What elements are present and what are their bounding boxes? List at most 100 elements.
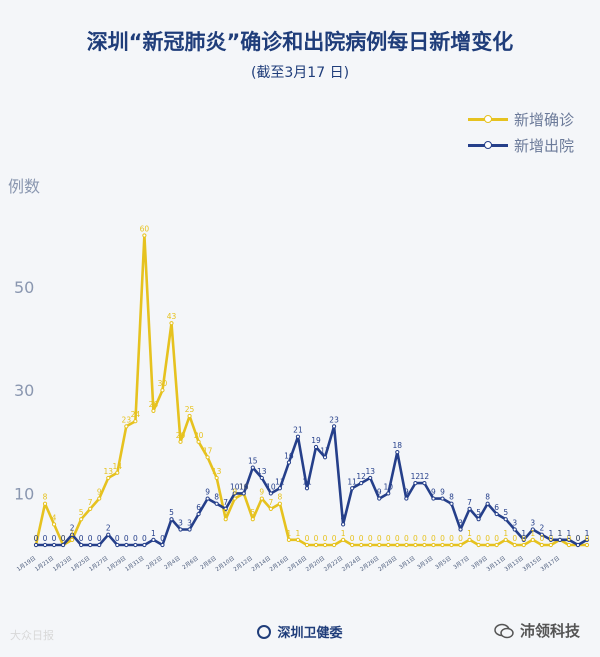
series-1-data-label: 7 <box>223 498 228 507</box>
series-1-data-label: 0 <box>79 534 84 543</box>
series-0-data-label: 43 <box>167 312 177 321</box>
series-0-data-label: 0 <box>431 534 436 543</box>
series-0-point <box>70 537 75 542</box>
series-1-data-label: 4 <box>341 513 346 522</box>
series-1-point <box>160 542 165 548</box>
series-0-data-label: 17 <box>203 446 213 455</box>
series-1-data-label: 6 <box>196 503 201 512</box>
series-1-data-label: 10 <box>230 482 240 491</box>
series-1-point <box>557 537 563 542</box>
series-1-data-label: 15 <box>248 457 258 466</box>
series-0-data-label: 0 <box>539 534 544 543</box>
series-1-point <box>449 501 454 506</box>
series-0-point <box>115 470 120 475</box>
data-labels: 0840157913142324602630432025201713591059… <box>34 224 590 543</box>
series-0-data-label: 0 <box>34 534 39 543</box>
series-1-data-label: 6 <box>494 503 499 512</box>
series-0-point <box>187 413 192 419</box>
x-tick-label: 1月21日 <box>34 555 56 573</box>
series-1-point <box>422 480 427 486</box>
series-1-point <box>277 486 282 491</box>
series-0-data-label: 13 <box>212 467 222 476</box>
series-1-data-label: 11 <box>275 477 285 486</box>
x-tick-label: 2月14日 <box>250 555 272 573</box>
series-1-data-label: 3 <box>458 519 463 528</box>
series-1-data-label: 21 <box>293 426 303 435</box>
series-1-data-label: 19 <box>311 436 321 445</box>
series-1-data-label: 12 <box>420 472 430 481</box>
series-0-point <box>313 542 319 548</box>
series-0-data-label: 0 <box>548 534 553 543</box>
series-0-data-label: 1 <box>70 529 75 538</box>
series-0-data-label: 0 <box>359 534 364 543</box>
series-1-data-label: 8 <box>485 493 490 502</box>
series-1-point <box>386 491 391 496</box>
series-1-point <box>431 496 436 501</box>
series-0-data-label: 0 <box>395 534 400 543</box>
series-0-data-label: 0 <box>386 534 391 543</box>
x-tick-label: 2月18日 <box>287 555 309 573</box>
series-1-data-label: 0 <box>142 534 147 543</box>
series-0-point <box>51 522 57 527</box>
series-1-point <box>115 542 120 548</box>
x-tick-label: 2月28日 <box>377 555 399 573</box>
series-1-data-label: 0 <box>34 534 39 543</box>
series-0-data-label: 26 <box>149 400 159 409</box>
x-tick-label: 1月29日 <box>106 555 128 573</box>
legend-item-confirmed: 新增确诊 <box>468 106 574 132</box>
series-1-data-label: 9 <box>377 488 382 497</box>
series-0-data-label: 1 <box>467 529 472 538</box>
series-0-data-label: 0 <box>585 534 590 543</box>
series-0-point <box>250 517 255 522</box>
series-0-point <box>223 517 228 522</box>
wechat-icon <box>494 623 514 638</box>
series-0-point <box>295 537 301 542</box>
series-1-point <box>458 527 463 532</box>
series-1-point <box>485 501 490 506</box>
series-line-0 <box>34 234 587 547</box>
series-1-data-label: 18 <box>393 441 403 450</box>
series-0-point <box>286 537 292 542</box>
series-1-data-label: 17 <box>320 446 330 455</box>
series-1-point <box>42 542 48 548</box>
series-1-data-label: 8 <box>214 493 219 502</box>
x-tick-label: 1月27日 <box>88 555 110 573</box>
series-1-point <box>142 542 147 548</box>
series-0-data-label: 0 <box>485 534 490 543</box>
series-1-data-label: 5 <box>169 508 174 517</box>
series-0-data-label: 20 <box>194 431 204 440</box>
series-0-data-label: 0 <box>314 534 319 543</box>
series-1-point <box>124 542 129 548</box>
series-0-data-label: 20 <box>176 431 186 440</box>
series-1-point <box>151 537 156 542</box>
chart-title: 深圳“新冠肺炎”确诊和出院病例每日新增变化 <box>86 30 514 54</box>
series-1-point <box>178 527 183 532</box>
series-1-point <box>521 537 526 542</box>
series-1-point <box>205 496 210 501</box>
x-tick-label: 1月19日 <box>16 555 38 573</box>
series-0-data-label: 0 <box>323 534 328 543</box>
series-1-point <box>187 527 192 532</box>
legend-swatch-confirmed <box>468 114 508 123</box>
series-0-point <box>458 542 463 548</box>
series-1-data-label: 12 <box>411 472 421 481</box>
series-1-point <box>359 480 364 486</box>
series-1-data-label: 0 <box>61 534 66 543</box>
x-tick-label: 3月11日 <box>485 555 507 573</box>
series-0-data-label: 13 <box>103 467 113 476</box>
series-0-point <box>539 542 544 548</box>
series-1-point <box>413 480 418 486</box>
series-1-point <box>539 532 544 537</box>
series-1-data-label: 3 <box>530 519 535 528</box>
series-0-data-label: 0 <box>494 534 499 543</box>
series-1-data-label: 0 <box>160 534 165 543</box>
footer: 深圳卫健委 <box>0 622 600 641</box>
watermark-right-text: 沛领科技 <box>520 622 581 640</box>
series-0-data-label: 8 <box>43 493 48 502</box>
series-0-data-label: 0 <box>413 534 418 543</box>
series-1-data-label: 10 <box>384 482 394 491</box>
series-0-point <box>304 542 310 548</box>
series-0-point <box>142 233 147 238</box>
watermark-right: 沛领科技 <box>494 620 580 641</box>
